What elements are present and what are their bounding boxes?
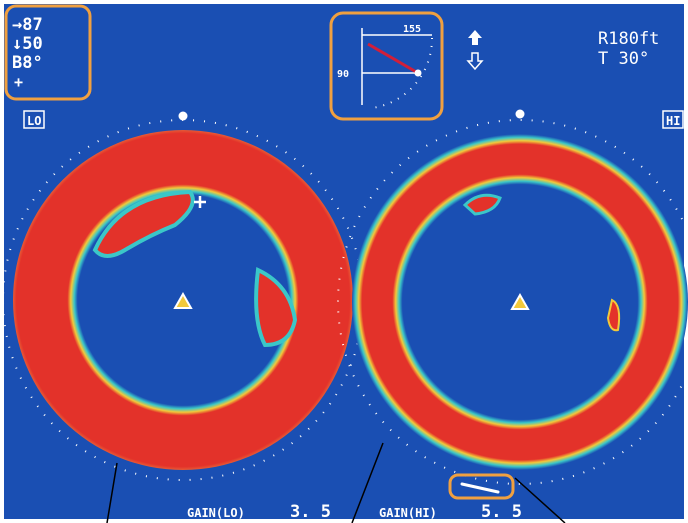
- tilt-pivot: [414, 69, 422, 77]
- range-readout: R180ft: [598, 29, 659, 49]
- callout-line-scale: [514, 477, 566, 523]
- hi-sonar-panel: HI: [337, 109, 688, 485]
- lo-label-box: [23, 110, 45, 129]
- hi-echo-blob-right: [606, 298, 621, 332]
- scale-indicator: [448, 473, 515, 500]
- hi-heading-marker: [515, 109, 525, 119]
- lo-heading-marker: [178, 111, 188, 121]
- tilt-arc: [371, 37, 434, 109]
- readout-highlight-box: [4, 4, 92, 101]
- cursor-cross-icon: [194, 196, 206, 208]
- own-ship-triangle-icon: [510, 292, 530, 310]
- gain-lo-value: 3. 5: [290, 502, 331, 522]
- readout-line-3: B8°: [12, 53, 43, 73]
- tilt-label-top: 155: [403, 24, 421, 35]
- gain-bar: GAIN(LO) 3. 5 GAIN(HI) 5. 5: [187, 502, 522, 522]
- lo-echo-blob-right: [254, 267, 298, 348]
- lo-label: LO: [27, 114, 41, 128]
- gain-hi-value: 5. 5: [481, 502, 522, 522]
- position-readout: →87 ↓50 B8° +: [4, 4, 92, 101]
- tilt-label-left: 90: [337, 69, 349, 80]
- readout-line-2: ↓50: [12, 34, 43, 54]
- scale-bar: [460, 482, 500, 494]
- hi-echo-blob-upper: [462, 193, 502, 216]
- up-arrow-icon: [468, 30, 482, 45]
- scale-highlight-box: [448, 473, 515, 500]
- hi-label: HI: [666, 114, 680, 128]
- lo-sonar-panel: LO: [2, 110, 364, 481]
- tilt-indicator: 155 90: [329, 11, 444, 121]
- down-arrow-icon: [466, 52, 484, 71]
- gain-hi-label: GAIN(HI): [379, 506, 437, 520]
- readout-marker: +: [14, 73, 23, 91]
- callout-line-lo-ring: [106, 462, 118, 523]
- readout-line-1: →87: [12, 15, 43, 35]
- gain-lo-label: GAIN(LO): [187, 506, 245, 520]
- lo-echo-blob-upper: [92, 189, 195, 258]
- tilt-needle: [367, 42, 419, 75]
- tilt-readout: T 30°: [598, 49, 649, 69]
- own-ship-triangle-icon: [173, 291, 193, 309]
- callout-line-hi-ring: [351, 442, 384, 523]
- tilt-highlight-box: [329, 11, 444, 121]
- hi-label-box: [662, 110, 684, 129]
